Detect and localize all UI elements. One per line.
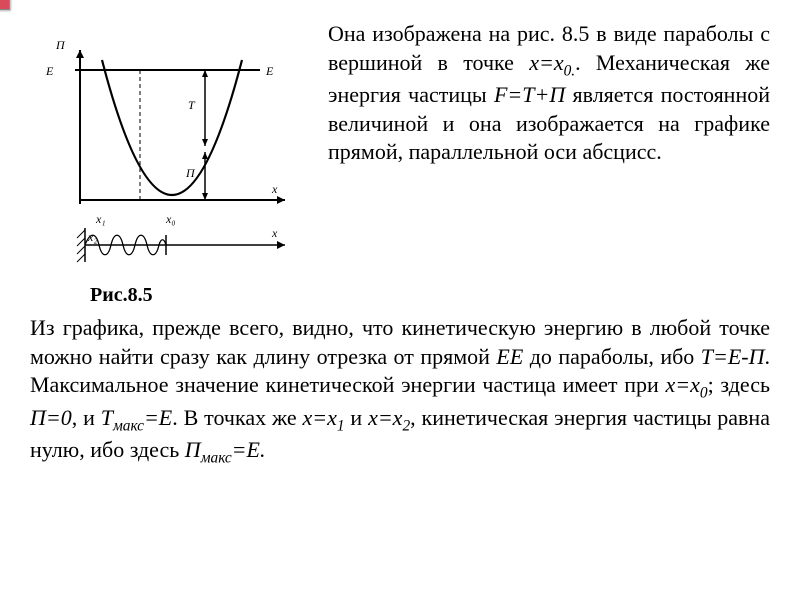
figure-svg — [30, 20, 310, 280]
p2-f: . В точках же — [172, 405, 302, 430]
p2-eq4a-sub: макс — [113, 417, 144, 434]
p2-eq1: Т=Е-П — [701, 344, 765, 369]
energy-diagram-figure: П Е Е Т П x x₀ x₁ x₂ x — [30, 20, 310, 280]
label-T: Т — [188, 98, 195, 114]
figure-caption: Рис.8.5 — [90, 282, 310, 308]
p2-eq7a-sub: макс — [201, 449, 232, 466]
label-x0: x₀ — [166, 212, 176, 228]
p2-eq2: x=x — [665, 372, 699, 397]
p2-eq7a: П — [185, 437, 201, 462]
label-Pi-top: П — [56, 38, 65, 54]
p2-eq5-sub: 1 — [337, 417, 345, 434]
p1-eq1: x=x — [529, 50, 563, 75]
p2-b: до параболы, ибо — [523, 344, 700, 369]
p1-eq1-sub: 0. — [564, 62, 576, 79]
label-E-left: Е — [46, 64, 53, 80]
paragraph-1: Она изображена на рис. 8.5 в виде парабо… — [328, 20, 770, 167]
p1-eq2: F=T+П — [494, 82, 565, 107]
p2-eq2-sub: 0 — [700, 385, 708, 402]
p2-g: и — [345, 405, 369, 430]
p2-EE: ЕЕ — [496, 344, 523, 369]
p2-eq6-sub: 2 — [402, 417, 410, 434]
p2-e: , и — [72, 405, 101, 430]
p2-d: ; здесь — [708, 372, 770, 397]
p2-eq3: П=0 — [30, 405, 72, 430]
p2-eq7b: =Е. — [232, 437, 266, 462]
p2-eq5: x=x — [302, 405, 336, 430]
label-x-spring: x — [272, 226, 277, 242]
label-x-axis: x — [272, 182, 277, 198]
p2-eq4b: =Е — [144, 405, 172, 430]
p2-eq6: x=x — [368, 405, 402, 430]
paragraph-2: Из графика, прежде всего, видно, что кин… — [30, 314, 770, 468]
label-Pi-mid: П — [186, 166, 195, 182]
label-E-right: Е — [266, 64, 273, 80]
label-x2: x₂ — [88, 230, 98, 246]
label-x1: x₁ — [96, 212, 106, 228]
p2-eq4a: T — [101, 405, 113, 430]
slide-bullet-marker — [0, 0, 10, 10]
